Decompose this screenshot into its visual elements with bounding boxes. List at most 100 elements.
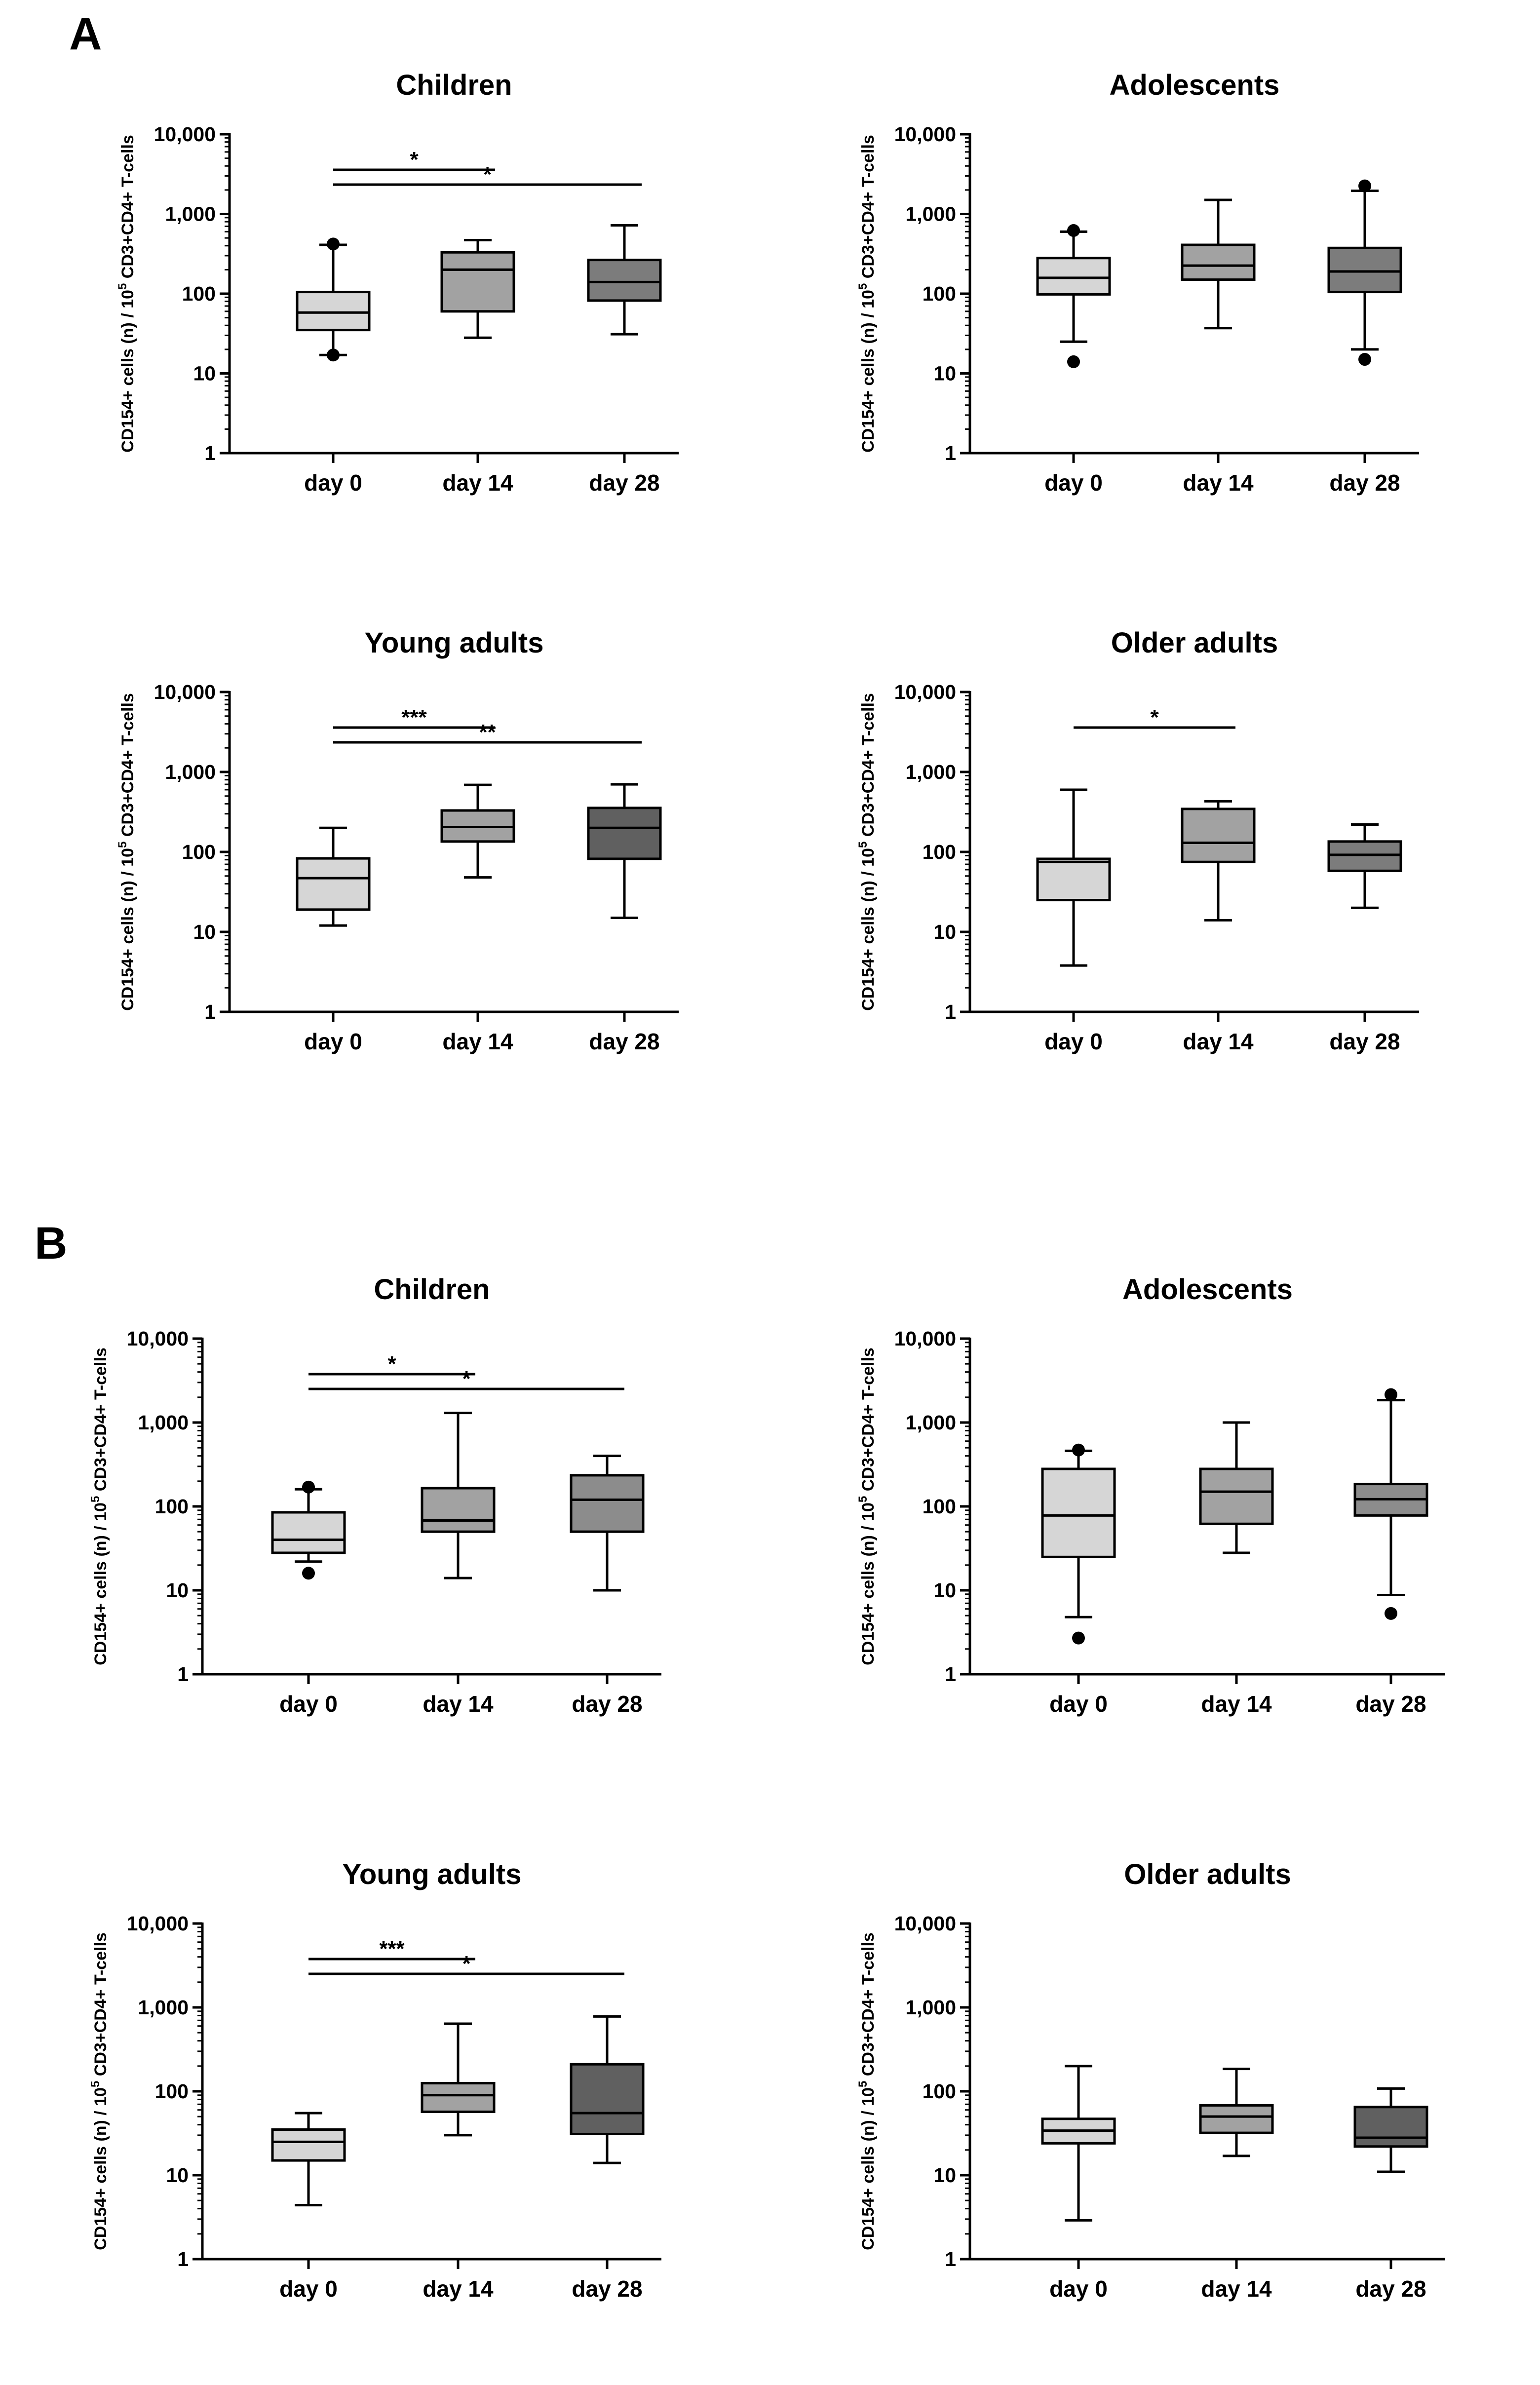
- y-tick-label: 1,000: [905, 1996, 956, 2019]
- y-axis-label-superscript: 5: [116, 283, 129, 290]
- x-category-label: day 14: [423, 1691, 494, 1717]
- x-category-label: day 28: [572, 1691, 642, 1717]
- chart-0: Children 1 10 100 1,000 10,000 day 0 day 14 day …: [116, 69, 679, 496]
- significance-label: ***: [379, 1937, 405, 1961]
- significance-label: **: [479, 720, 496, 744]
- x-category-label: day 14: [423, 2276, 494, 2302]
- y-tick-label: 100: [155, 1495, 189, 1518]
- box-iqr: [296, 857, 371, 911]
- significance-label: *: [387, 1352, 396, 1376]
- outlier-point: [327, 237, 340, 251]
- chart-1: Adolescents 1 10 100 1,000 10,000 day 0 day 14 d…: [856, 69, 1419, 496]
- box-iqr: [421, 1487, 496, 1533]
- y-tick-label: 10: [933, 1579, 956, 1602]
- box-iqr: [296, 291, 371, 332]
- y-axis-label-part: CD154+ cells (n) / 10: [859, 290, 878, 453]
- y-axis-label-superscript: 5: [116, 842, 129, 848]
- y-tick-label: 1: [945, 1000, 956, 1023]
- chart-title: Children: [374, 1273, 490, 1306]
- x-category-label: day 14: [1201, 2276, 1272, 2302]
- y-tick-label: 10,000: [154, 681, 216, 703]
- x-category-label: day 0: [1049, 1691, 1108, 1717]
- y-axis-label: CD154+ cells (n) / 105 CD3+CD4+ T-cells: [856, 1932, 878, 2250]
- chart-7: Older adults 1 10 100 1,000 10,000 day 0 day 14…: [856, 1858, 1445, 2302]
- significance-label: *: [462, 1952, 471, 1976]
- x-category-label: day 28: [1355, 1691, 1426, 1717]
- y-tick-label: 1: [945, 1663, 956, 1686]
- y-tick-label: 10,000: [894, 1912, 956, 1935]
- y-tick-label: 1: [945, 442, 956, 464]
- outlier-point: [1072, 1443, 1085, 1457]
- y-axis-label-superscript: 5: [89, 2081, 102, 2087]
- y-tick-label: 10,000: [894, 1327, 956, 1350]
- x-category-label: day 14: [1183, 470, 1254, 496]
- y-axis-label-part: CD154+ cells (n) / 10: [118, 290, 137, 453]
- y-axis-label: CD154+ cells (n) / 105 CD3+CD4+ T-cells: [116, 693, 137, 1011]
- x-category-label: day 28: [589, 470, 659, 496]
- y-tick-label: 1,000: [905, 1411, 956, 1434]
- box-iqr: [1036, 857, 1111, 902]
- y-tick-label: 10,000: [154, 123, 216, 146]
- x-category-label: day 0: [304, 1029, 362, 1054]
- y-tick-label: 10: [193, 921, 216, 943]
- box-iqr: [1199, 1467, 1274, 1525]
- x-category-label: day 28: [1329, 1029, 1400, 1054]
- panel-label-a: A: [69, 9, 102, 59]
- x-category-label: day 28: [1355, 2276, 1426, 2302]
- outlier-point: [1067, 355, 1080, 368]
- y-axis-label-superscript: 5: [856, 2081, 870, 2087]
- box-iqr: [570, 1474, 645, 1533]
- x-category-label: day 0: [279, 2276, 338, 2302]
- box-iqr: [271, 2128, 346, 2162]
- y-tick-label: 10,000: [127, 1912, 189, 1935]
- box-iqr: [570, 2063, 645, 2135]
- x-category-label: day 14: [442, 1029, 513, 1054]
- x-category-label: day 0: [304, 470, 362, 496]
- box-iqr: [1036, 257, 1111, 296]
- outlier-point: [1067, 224, 1080, 237]
- y-axis-label-part: CD3+CD4+ T-cells: [91, 1932, 110, 2080]
- outlier-point: [302, 1480, 315, 1494]
- chart-4: Children 1 10 100 1,000 10,000 day 0 day 14 day …: [89, 1273, 661, 1717]
- y-axis-label-part: CD3+CD4+ T-cells: [859, 1932, 878, 2080]
- y-tick-label: 10,000: [894, 123, 956, 146]
- y-axis-label-part: CD3+CD4+ T-cells: [859, 135, 878, 283]
- y-tick-label: 100: [182, 282, 216, 305]
- y-axis-label: CD154+ cells (n) / 105 CD3+CD4+ T-cells: [116, 135, 137, 453]
- y-axis-label-part: CD154+ cells (n) / 10: [118, 848, 137, 1011]
- y-axis-label: CD154+ cells (n) / 105 CD3+CD4+ T-cells: [856, 693, 878, 1011]
- y-axis-label: CD154+ cells (n) / 105 CD3+CD4+ T-cells: [89, 1347, 110, 1665]
- chart-title: Older adults: [1124, 1858, 1291, 1890]
- x-category-label: day 28: [589, 1029, 659, 1054]
- y-tick-label: 10: [933, 921, 956, 943]
- box-iqr: [440, 251, 515, 313]
- box-iqr: [271, 1511, 346, 1554]
- chart-3: Older adults 1 10 100 1,000 10,000 day 0 day 14…: [856, 627, 1419, 1054]
- box-iqr: [587, 807, 662, 860]
- y-tick-label: 10,000: [127, 1327, 189, 1350]
- y-tick-label: 1,000: [165, 761, 216, 783]
- x-category-label: day 14: [1201, 1691, 1272, 1717]
- chart-6: Young adults 1 10 100 1,000 10,000 day 0 day 14…: [89, 1858, 661, 2302]
- box-iqr: [1181, 808, 1256, 863]
- x-category-label: day 0: [1044, 1029, 1103, 1054]
- y-tick-label: 1: [204, 442, 216, 464]
- y-tick-label: 1,000: [165, 203, 216, 226]
- box-iqr: [421, 2082, 496, 2114]
- box-iqr: [1199, 2104, 1274, 2134]
- outlier-point: [1385, 1388, 1397, 1401]
- outlier-point: [302, 1567, 315, 1580]
- chart-title: Adolescents: [1110, 69, 1280, 101]
- box-iqr: [1353, 2106, 1428, 2148]
- y-axis-label-part: CD154+ cells (n) / 10: [91, 2087, 110, 2250]
- chart-title: Young adults: [364, 627, 543, 659]
- y-tick-label: 10: [166, 1579, 189, 1602]
- y-tick-label: 1: [204, 1000, 216, 1023]
- box-iqr: [1181, 243, 1256, 281]
- significance-label: ***: [401, 705, 427, 730]
- chart-title: Adolescents: [1122, 1273, 1293, 1306]
- y-tick-label: 1: [177, 2248, 189, 2270]
- y-tick-label: 100: [182, 841, 216, 863]
